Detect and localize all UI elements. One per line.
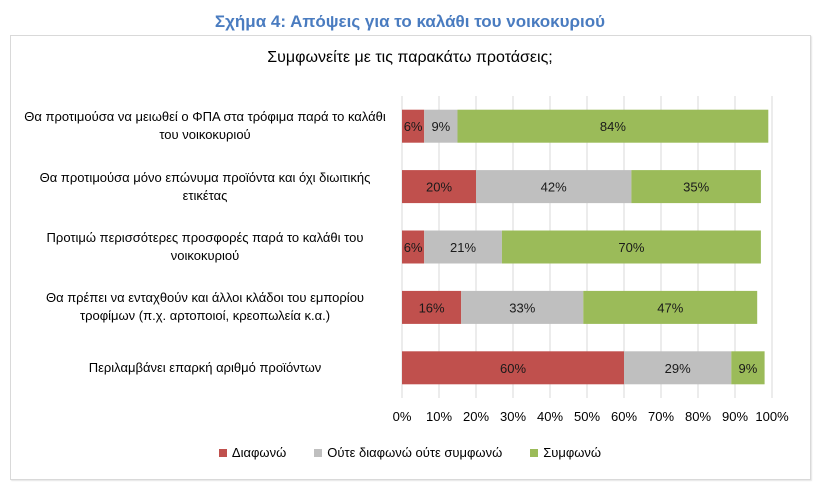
category-label: Περιλαμβάνει επαρκή αριθμό προϊόντων [16,359,394,377]
data-label: 20% [426,180,452,195]
bar-segment [731,351,765,385]
category-label-line: Προτιμώ περισσότερες προσφορές παρά το κ… [46,230,364,245]
data-label: 6% [404,119,423,134]
bar-segment [583,290,758,324]
bar-segment [402,290,462,324]
category-label-line: ετικέτας [182,187,228,203]
category-label: Θα πρέπει να ενταχθούν και άλλοι κλάδοι … [16,289,394,325]
x-tick-label: 30% [500,409,526,424]
chart-title: Συμφωνείτε με τις παρακάτω προτάσεις; [267,49,553,66]
legend-swatch [530,448,539,457]
bar-segment [476,170,632,204]
data-label: 9% [431,119,450,134]
x-tick-label: 10% [426,409,452,424]
legend-label: Διαφωνώ [231,445,287,460]
x-tick-label: 80% [685,409,711,424]
legend-swatch [314,448,323,457]
category-label-line: τροφίμων (π.χ. αρτοποιοί, κρεοπωλεία κ.α… [79,308,331,324]
x-tick-label: 70% [648,409,674,424]
x-tick-label: 100% [755,409,789,424]
legend-item: Διαφωνώ [218,445,287,460]
category-label: Προτιμώ περισσότερες προσφορές παρά το κ… [16,229,394,265]
x-tick-label: 40% [537,409,563,424]
x-tick-label: 90% [722,409,748,424]
data-label: 84% [600,119,626,134]
bar-segment [402,109,425,143]
data-label: 60% [500,361,526,376]
data-label: 42% [541,180,567,195]
data-label: 35% [683,180,709,195]
category-label-line: νοικοκυριού [170,248,240,263]
data-label: 21% [450,240,476,255]
bar-segment [457,109,769,143]
bar-segment [402,170,476,204]
bar-segment [624,351,732,385]
category-label-line: Θα πρέπει να ενταχθούν και άλλοι κλάδοι … [45,290,365,306]
bar-segment [402,230,425,264]
bar-segment [501,230,761,264]
category-label: Θα προτιμούσα μόνο επώνυμα προϊόντα και … [16,169,394,205]
legend-item: Ούτε διαφωνώ ούτε συμφωνώ [314,445,502,460]
legend-label: Συμφωνώ [543,445,602,460]
bar-segment [402,351,624,385]
figure-title: Σχήμα 4: Απόψεις για το καλάθι του νοικο… [214,12,606,31]
legend: Διαφωνώ Ούτε διαφωνώ ούτε συμφωνώ Συμφωνώ [0,445,820,460]
x-tick-label: 60% [611,409,637,424]
x-tick-label: 20% [463,409,489,424]
x-tick-label: 0% [393,409,412,424]
bar-segment [631,170,761,204]
data-label: 47% [657,300,683,315]
data-label: 9% [739,361,758,376]
bar-segment [424,109,458,143]
legend-label: Ούτε διαφωνώ ούτε συμφωνώ [327,445,503,460]
data-label: 33% [509,300,535,315]
data-label: 6% [404,240,423,255]
legend-swatch [218,448,227,457]
data-label: 29% [665,361,691,376]
legend-item: Συμφωνώ [530,445,601,460]
x-tick-label: 50% [574,409,600,424]
bar-segment [461,290,584,324]
category-label-line: Θα προτιμούσα μόνο επώνυμα προϊόντα και … [39,169,371,185]
category-label: Θα προτιμούσα να μειωθεί ο ΦΠΑ στα τρόφι… [16,108,394,144]
category-label-line: του νοικοκυριού [159,127,251,143]
category-label-line: Θα προτιμούσα να μειωθεί ο ΦΠΑ στα τρόφι… [24,109,386,125]
data-label: 16% [419,300,445,315]
bar-segment [424,230,502,264]
data-label: 70% [618,240,644,255]
category-label-line: Περιλαμβάνει επαρκή αριθμό προϊόντων [88,359,322,375]
